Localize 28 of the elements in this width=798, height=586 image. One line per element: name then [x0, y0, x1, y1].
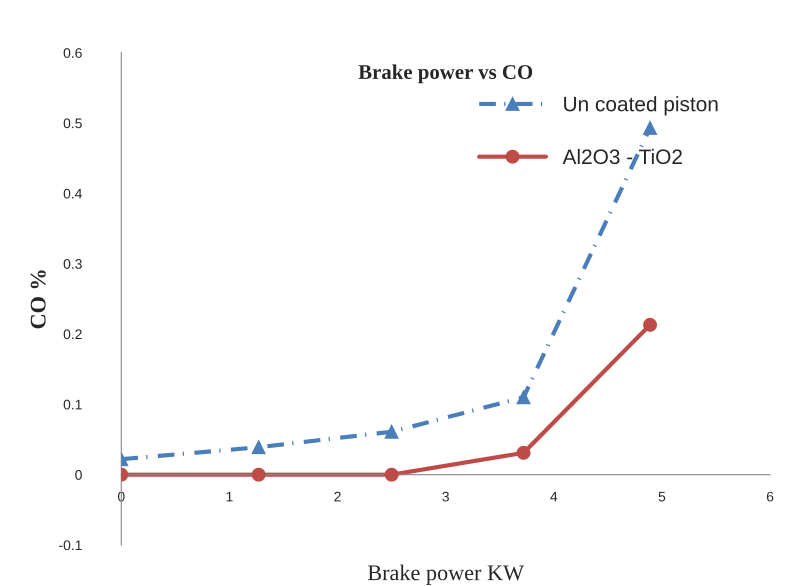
point [384, 468, 399, 482]
y-axis-title: CO % [30, 270, 46, 328]
point [252, 440, 266, 454]
x-tick-label: 4 [550, 492, 558, 502]
point [643, 121, 657, 135]
y-tick-label: 0.3 [64, 259, 82, 269]
x-tick-label: 1 [226, 492, 233, 502]
y-tick-label: 0.2 [64, 329, 82, 340]
text: Brake power vs CO [358, 64, 532, 84]
point [384, 424, 399, 439]
y-tick-label: 0 [75, 470, 82, 480]
x-tick-label: 3 [442, 492, 449, 502]
x-tick-label: 0 [118, 492, 125, 502]
legend-label: Un coated piston [564, 96, 718, 116]
y-tick-label: -0.1 [59, 540, 82, 550]
y-tick-label: 0.1 [64, 400, 82, 410]
y-tick-label: 0.5 [64, 118, 82, 128]
point [516, 446, 530, 460]
y-tick-label: 0.4 [64, 188, 82, 199]
point [252, 468, 266, 482]
x-axis-title: Brake power KW [368, 564, 524, 585]
point [516, 390, 530, 404]
x-tick-label: 2 [334, 492, 341, 502]
point [643, 318, 657, 332]
legend-label: Al2O3 - TiO2 [562, 148, 682, 164]
y-tick-label: 0.6 [64, 48, 82, 58]
x-tick-label: 5 [658, 492, 666, 502]
x-tick-label: 6 [766, 492, 774, 502]
